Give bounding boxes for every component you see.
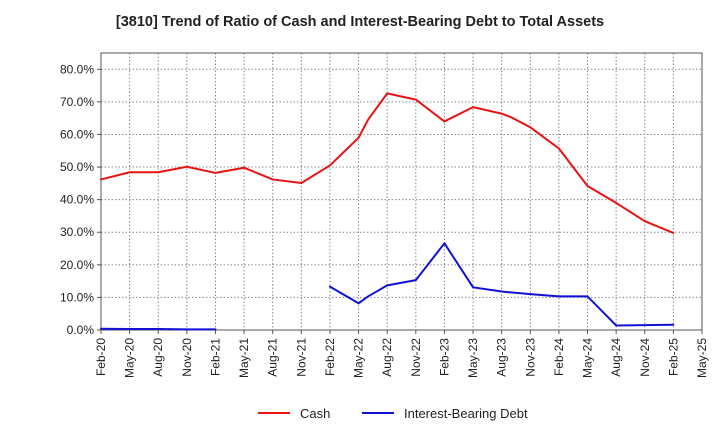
x-tick-label: Aug-24	[609, 338, 623, 377]
x-tick-label: Feb-20	[94, 338, 108, 376]
y-tick-label: 50.0%	[60, 160, 94, 174]
y-tick-label: 20.0%	[60, 258, 94, 272]
y-tick-label: 10.0%	[60, 290, 94, 304]
x-tick-label: Feb-21	[208, 338, 222, 376]
plot-frame	[100, 52, 703, 331]
y-tick-label: 0.0%	[67, 323, 95, 337]
plot-area	[101, 53, 702, 330]
series-line-interest-bearing-debt	[100, 327, 217, 331]
x-tick-label: May-22	[352, 338, 366, 378]
x-tick-label: May-20	[123, 338, 137, 378]
x-tick-label: Feb-25	[666, 338, 680, 376]
legend-label: Cash	[300, 406, 330, 421]
x-tick-label: Feb-22	[323, 338, 337, 376]
x-tick-label: Aug-21	[266, 338, 280, 377]
x-tick-label: Nov-21	[294, 338, 308, 377]
y-tick-label: 30.0%	[60, 225, 94, 239]
x-tick-label: May-24	[581, 338, 595, 378]
x-tick-label: May-23	[466, 338, 480, 378]
legend-label: Interest-Bearing Debt	[404, 406, 528, 421]
y-tick-label: 70.0%	[60, 95, 94, 109]
chart-title: [3810] Trend of Ratio of Cash and Intere…	[115, 14, 605, 30]
x-tick-label: Nov-20	[180, 338, 194, 377]
x-tick-label: Aug-20	[151, 338, 165, 377]
series-line-interest-bearing-debt	[328, 242, 675, 327]
x-tick-label: May-25	[695, 338, 709, 378]
y-tick-label: 80.0%	[60, 62, 94, 76]
x-tick-label: Nov-24	[638, 338, 652, 377]
y-tick-label: 40.0%	[60, 193, 94, 207]
x-tick-label: Aug-22	[380, 338, 394, 377]
y-tick-label: 60.0%	[60, 127, 94, 141]
x-tick-label: Nov-23	[523, 338, 537, 377]
x-tick-label: Feb-24	[552, 338, 566, 376]
x-tick-label: Feb-23	[437, 338, 451, 376]
x-tick-label: Aug-23	[495, 338, 509, 377]
series-line-cash	[100, 92, 675, 234]
x-tick-label: Nov-22	[409, 338, 423, 377]
x-tick-label: May-21	[237, 338, 251, 378]
